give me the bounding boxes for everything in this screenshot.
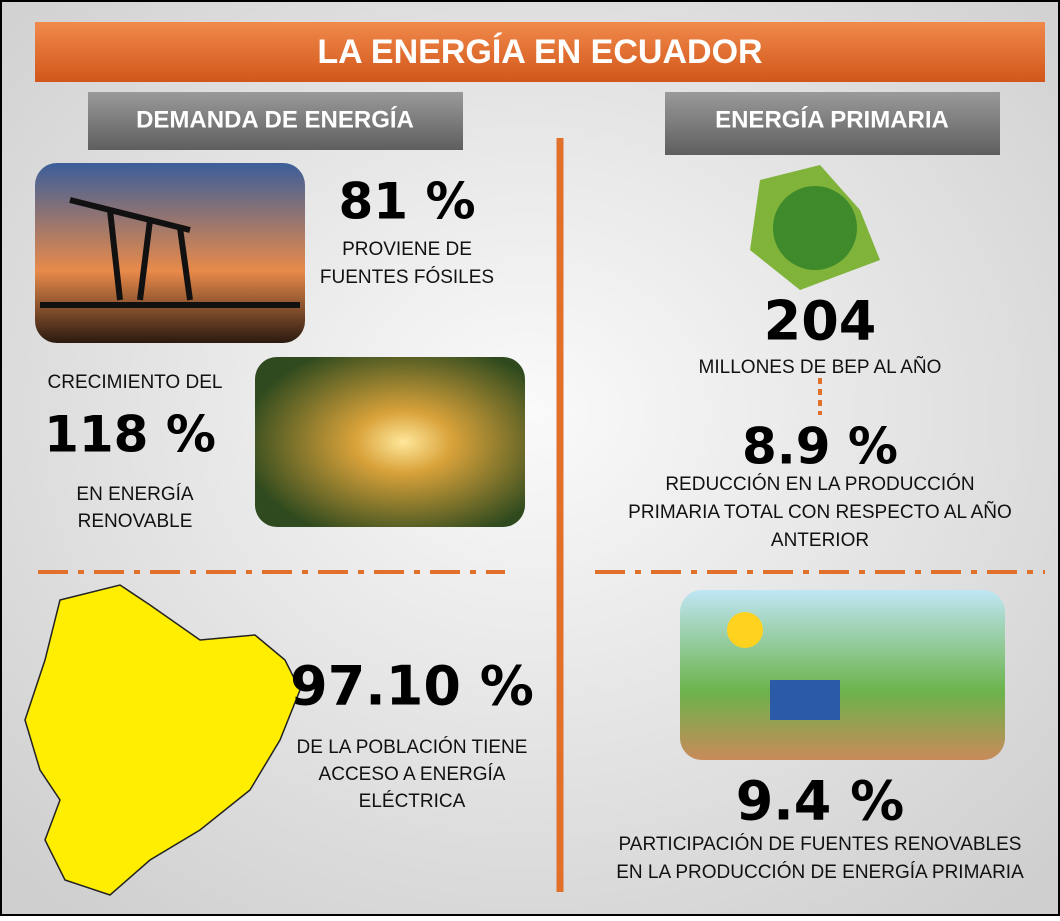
- stat-text: FUENTES FÓSILES: [320, 266, 494, 288]
- stat-text: PRIMARIA TOTAL CON RESPECTO AL AÑO: [628, 501, 1012, 523]
- stat-value: 9.4 %: [736, 770, 905, 833]
- solar-panel: [770, 680, 840, 720]
- stat-text: ELÉCTRICA: [359, 791, 466, 812]
- stat-text: RENOVABLE: [78, 511, 193, 532]
- stat-text: PROVIENE DE: [342, 239, 472, 260]
- stat-text: PARTICIPACIÓN DE FUENTES RENOVABLES: [619, 833, 1022, 855]
- sun: [727, 612, 763, 648]
- title: LA ENERGÍA EN ECUADOR: [317, 33, 762, 71]
- stat-text: DE LA POBLACIÓN TIENE: [297, 736, 528, 758]
- stat-text: CRECIMIENTO DEL: [48, 372, 223, 393]
- stat-text: REDUCCIÓN EN LA PRODUCCIÓN: [665, 473, 974, 495]
- stat-value: 8.9 %: [742, 418, 898, 476]
- stat-text: EN LA PRODUCCIÓN DE ENERGÍA PRIMARIA: [616, 861, 1024, 883]
- stat-value: 204: [764, 290, 877, 353]
- globe: [773, 186, 857, 270]
- heading: ENERGÍA PRIMARIA: [715, 105, 949, 133]
- stat-value: 97.10 %: [290, 655, 534, 718]
- stat-value: 81 %: [338, 173, 475, 231]
- stat-text: ACCESO A ENERGÍA: [319, 764, 506, 785]
- infographic: LA ENERGÍA EN ECUADOR DEMANDA DE ENERGÍA…: [0, 0, 1060, 916]
- renewable-image: [680, 590, 1005, 760]
- heading: DEMANDA DE ENERGÍA: [136, 105, 414, 133]
- stat-text: EN ENERGÍA: [76, 484, 194, 505]
- stat-text: ANTERIOR: [771, 530, 869, 551]
- bulb-image: [255, 357, 525, 527]
- oil-image: [35, 163, 305, 343]
- stat-value: 118 %: [44, 406, 216, 464]
- stat-text: MILLONES DE BEP AL AÑO: [699, 356, 942, 378]
